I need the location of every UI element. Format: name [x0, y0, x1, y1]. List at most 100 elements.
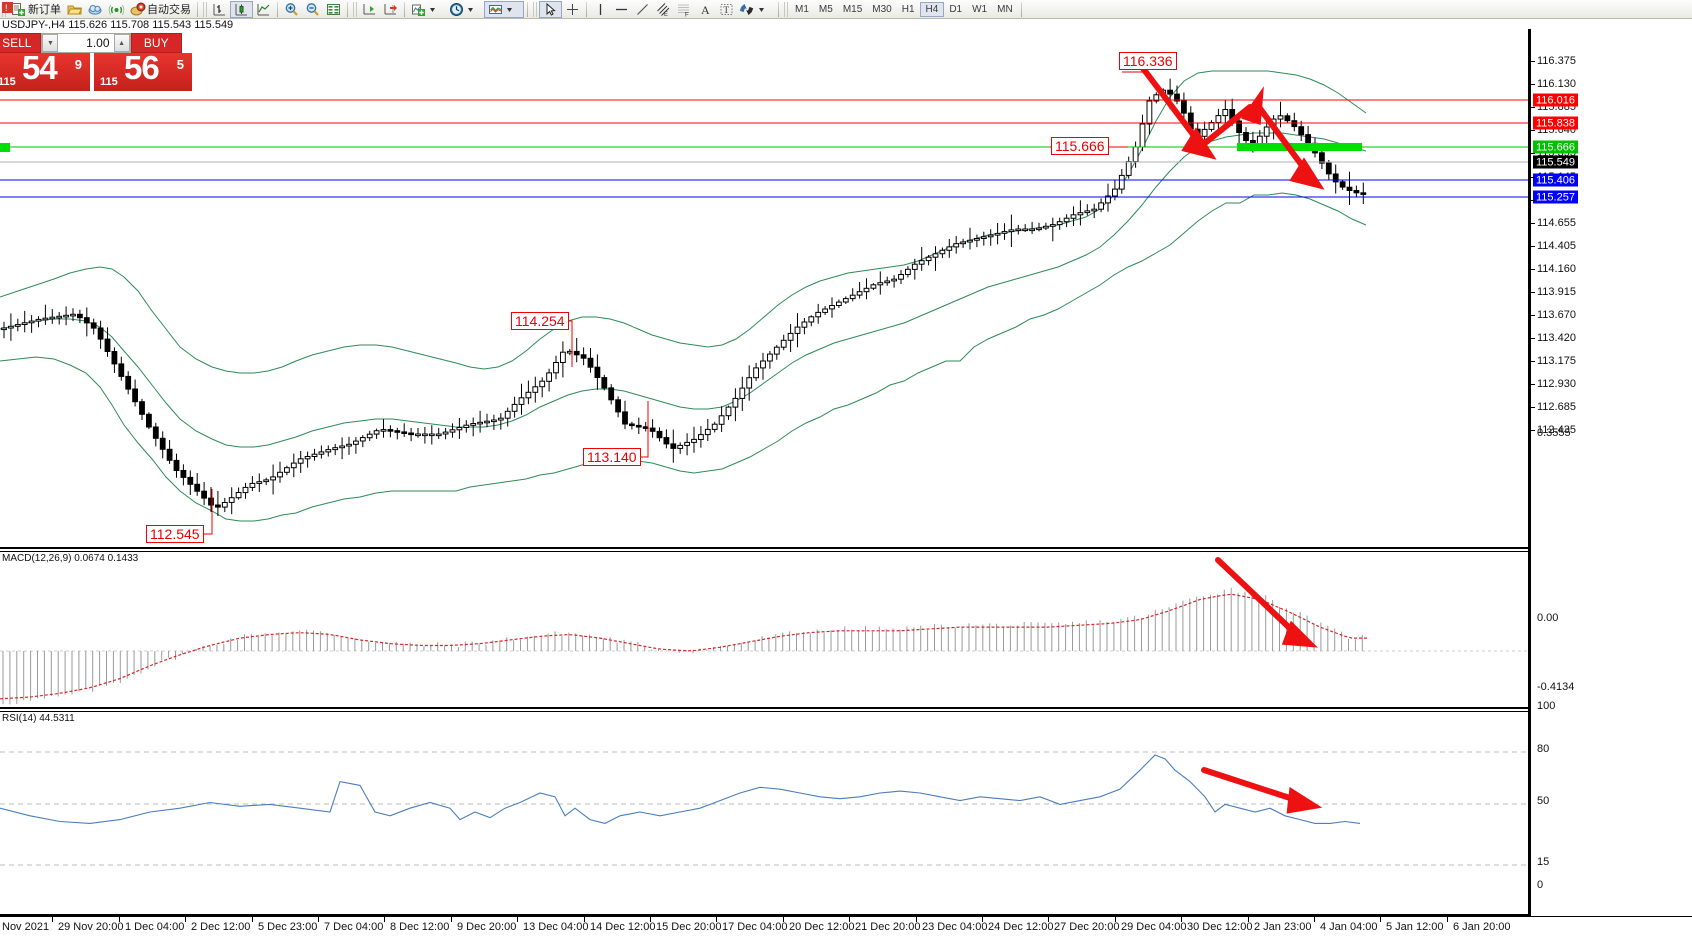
timeframe-m30[interactable]: M30	[872, 3, 892, 15]
sub-axis-tick: 0.3555	[1537, 427, 1571, 439]
chevron-down-icon[interactable]	[428, 2, 443, 17]
folder-button[interactable]	[64, 1, 85, 18]
price-level-badge[interactable]: 115.257	[1533, 190, 1578, 204]
time-tick-separator	[1314, 917, 1315, 922]
bar-chart-button[interactable]	[209, 1, 230, 18]
indicators-button[interactable]	[408, 1, 446, 18]
one-click-trading-panel[interactable]: SELL ▼ 1.00 ▲ BUY 115 54 9 115 56 5	[0, 33, 192, 91]
buy-price-display[interactable]: 115 56 5	[94, 49, 192, 91]
line-chart-button[interactable]	[253, 1, 274, 18]
svg-text:T: T	[724, 5, 730, 15]
time-tick-label: 17 Dec 04:00	[722, 921, 788, 933]
crosshair-button[interactable]	[562, 1, 583, 18]
timeframe-h4[interactable]: H4	[919, 1, 945, 17]
chevron-down-icon[interactable]	[466, 2, 481, 17]
price-level-badge[interactable]: 115.549	[1533, 155, 1578, 169]
price-chart-pane[interactable]: 116.336 115.666 114.254 113.140 112.545	[0, 29, 1528, 549]
price-tick: 113.915	[1537, 286, 1576, 298]
broadcast-button[interactable]	[106, 1, 127, 18]
price-tickmark	[1531, 177, 1535, 178]
time-tick-separator	[783, 917, 784, 922]
timeframe-m15[interactable]: M15	[842, 3, 863, 15]
auto-trading-button[interactable]: 自动交易	[127, 1, 194, 18]
buy-button[interactable]: BUY	[130, 33, 182, 53]
time-tick-separator	[982, 917, 983, 922]
toolbar-divider-4	[404, 1, 405, 17]
time-axis[interactable]: Nov 2021 29 Nov 20:00 1 Dec 04:00 2 Dec 12:…	[0, 916, 1692, 937]
chevron-down-icon[interactable]	[757, 2, 772, 17]
toolbar-divider-6	[586, 1, 587, 17]
trendline-button[interactable]	[632, 1, 653, 18]
auto-scroll-button[interactable]	[359, 1, 380, 18]
price-level-badge[interactable]: 116.016	[1533, 93, 1578, 107]
time-tick-separator	[1048, 917, 1049, 922]
period-button[interactable]	[446, 1, 484, 18]
chart-shift-button[interactable]	[380, 1, 401, 18]
templates-button[interactable]	[484, 0, 524, 18]
timeframe-m5[interactable]: M5	[818, 3, 833, 15]
chevron-down-icon[interactable]	[505, 2, 520, 17]
price-tickmark	[1531, 84, 1535, 85]
oct-controls-row: SELL ▼ 1.00 ▲ BUY	[0, 33, 182, 53]
bar-chart-icon	[212, 2, 227, 17]
time-tick-label: 5 Dec 23:00	[258, 921, 318, 933]
new-order-label: 新订单	[28, 4, 61, 16]
sell-price-prefix: 115	[0, 76, 16, 88]
label-button[interactable]: T	[716, 1, 737, 18]
data-window-button[interactable]	[323, 1, 344, 18]
zoom-out-button[interactable]	[302, 1, 323, 18]
sell-button[interactable]: SELL	[0, 33, 42, 53]
price-chart-svg	[0, 59, 1528, 535]
price-level-badge[interactable]: 115.838	[1533, 116, 1578, 130]
volume-input[interactable]: 1.00	[58, 34, 114, 52]
time-tick-label: 6 Jan 20:00	[1453, 921, 1511, 933]
time-tick-label: 27 Dec 20:00	[1054, 921, 1120, 933]
price-level-badge[interactable]: 115.666	[1533, 140, 1578, 154]
toolbar-grip-4[interactable]	[533, 1, 537, 17]
macd-pane[interactable]: MACD(12,26,9) 0.0674 0.1433	[0, 551, 1528, 709]
price-axis[interactable]: 116.375116.130115.885115.640115.395115.1…	[1531, 29, 1692, 916]
time-tick-separator	[849, 917, 850, 922]
volume-stepper[interactable]: ▼ 1.00 ▲	[41, 33, 131, 53]
toolbar-grip-2[interactable]	[203, 1, 207, 17]
annotation-112545[interactable]: 112.545	[146, 525, 204, 543]
timeframe-w1[interactable]: W1	[972, 3, 988, 15]
price-tickmark	[1531, 361, 1535, 362]
timeframe-mn[interactable]: MN	[997, 3, 1013, 15]
annotation-115666[interactable]: 115.666	[1051, 137, 1109, 155]
horizontal-line-button[interactable]	[611, 1, 632, 18]
annotation-116336[interactable]: 116.336	[1119, 52, 1177, 70]
annotation-113140[interactable]: 113.140	[583, 448, 641, 466]
fibonacci-button[interactable]: F	[674, 1, 695, 18]
volume-decrease-button[interactable]: ▼	[42, 34, 59, 52]
candlestick-chart-button[interactable]	[230, 0, 253, 18]
volume-increase-button[interactable]: ▲	[113, 34, 130, 52]
time-tick-label: 8 Dec 12:00	[390, 921, 450, 933]
macd-histogram	[2, 587, 1363, 705]
toolbar-divider-2	[277, 1, 278, 17]
timeframe-d1[interactable]: D1	[949, 3, 963, 15]
arrow-down-leg-2	[1253, 100, 1309, 174]
price-tick: 112.435	[1537, 424, 1576, 436]
arrows-button[interactable]	[737, 1, 775, 18]
timeframe-m1[interactable]: M1	[795, 3, 809, 15]
toolbar-grip-5[interactable]	[784, 1, 788, 17]
vertical-line-button[interactable]	[590, 1, 611, 18]
text-button[interactable]: A	[695, 1, 716, 18]
cloud-button[interactable]	[85, 1, 106, 18]
cursor-button[interactable]	[539, 0, 562, 18]
rsi-pane[interactable]: RSI(14) 44.5311	[0, 711, 1528, 916]
notification-icon[interactable]: !	[2, 1, 1692, 18]
timeframe-h1[interactable]: H1	[901, 3, 915, 15]
new-order-button[interactable]: 新订单	[8, 1, 64, 18]
sell-price-display[interactable]: 115 54 9	[0, 49, 90, 91]
price-level-badge[interactable]: 115.406	[1533, 173, 1578, 187]
price-tick: 116.375	[1537, 55, 1576, 67]
equidistant-channel-button[interactable]: E	[653, 1, 674, 18]
crosshair-icon	[565, 2, 580, 17]
fibonacci-icon: F	[677, 2, 692, 18]
zoom-in-button[interactable]	[281, 1, 302, 18]
toolbar-grip-3[interactable]	[353, 1, 357, 17]
chart-window[interactable]: USDJPY-,H4 115.626 115.708 115.543 115.5…	[0, 19, 1692, 936]
annotation-114254[interactable]: 114.254	[511, 312, 569, 330]
